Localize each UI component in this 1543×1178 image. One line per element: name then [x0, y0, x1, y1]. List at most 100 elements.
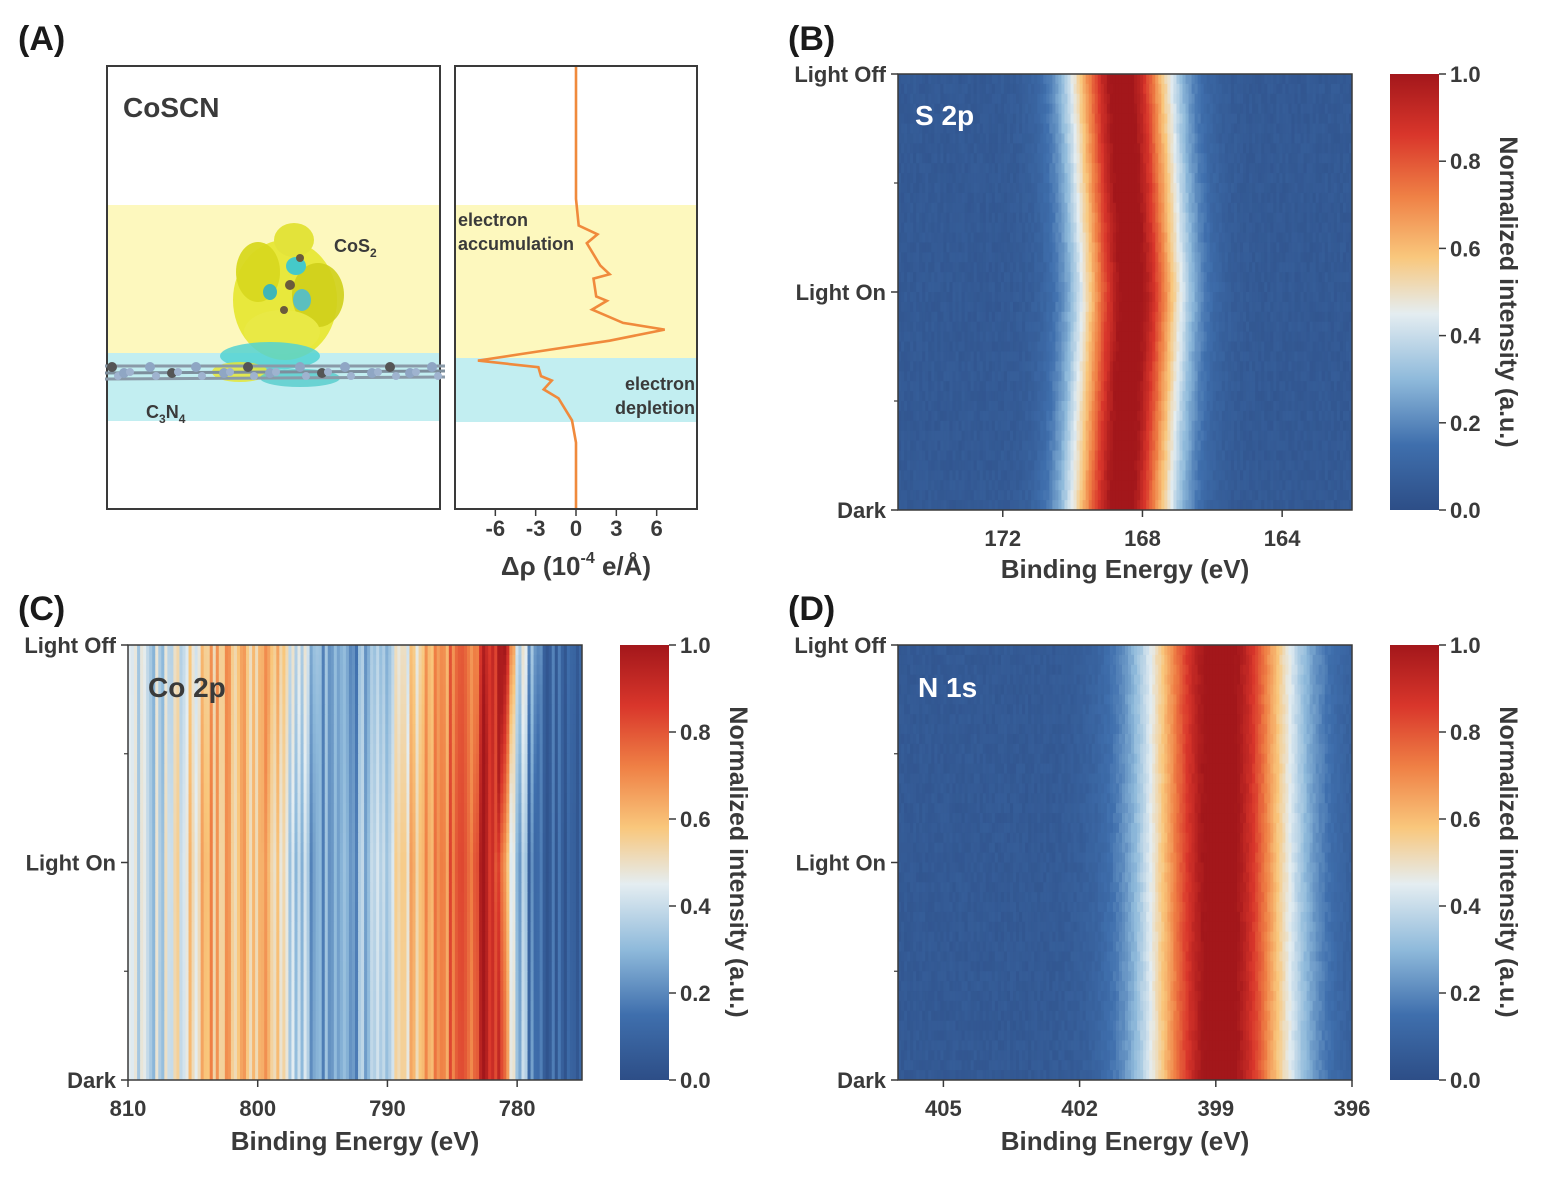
heatmap-cell	[1064, 212, 1069, 224]
heatmap-cell	[1342, 252, 1347, 263]
heatmap-cell	[1064, 351, 1069, 362]
heatmap-cell	[1173, 242, 1178, 253]
heatmap-cell	[958, 93, 963, 105]
heatmap-cell	[1013, 391, 1017, 402]
heatmap-cell	[1091, 222, 1096, 234]
heatmap-cell	[1064, 252, 1069, 263]
heatmap-cell	[898, 262, 902, 273]
heatmap-cell	[1013, 173, 1017, 184]
heatmap-cell	[997, 381, 1002, 392]
c3n4-label: C3N4	[146, 402, 186, 426]
heatmap-cell	[1291, 381, 1296, 392]
heatmap-cell	[949, 173, 954, 184]
heatmap-cell	[1233, 202, 1238, 214]
heatmap-cell	[952, 143, 957, 154]
heatmap-cell	[919, 83, 923, 95]
heatmap-cell	[1315, 83, 1320, 95]
heatmap-cell	[967, 74, 972, 85]
heatmap-cell	[1149, 242, 1153, 253]
heatmap-cell	[991, 93, 996, 105]
heatmap-cell	[1194, 123, 1199, 135]
heatmap-cell	[1191, 83, 1196, 95]
heatmap-cell	[1149, 262, 1153, 273]
heatmap-cell	[1197, 361, 1202, 372]
heatmap-cell	[1306, 371, 1311, 382]
heatmap-cell	[1158, 93, 1162, 105]
heatmap-cell	[1158, 192, 1162, 204]
heatmap-cell	[1161, 183, 1165, 194]
heatmap-cell	[1279, 83, 1283, 95]
heatmap-cell	[1109, 272, 1114, 283]
heatmap-cell	[1230, 272, 1235, 283]
heatmap-cell	[970, 83, 975, 95]
heatmap-cell	[1167, 163, 1171, 174]
heatmap-cell	[1106, 212, 1111, 224]
heatmap-cell	[1297, 103, 1302, 115]
heatmap-cell	[970, 153, 975, 164]
heatmap-cell	[1282, 113, 1287, 125]
heatmap-cell	[901, 123, 905, 135]
heatmap-cell	[988, 153, 993, 164]
heatmap-cell	[1327, 381, 1332, 392]
heatmap-cell	[985, 282, 990, 293]
heatmap-cell	[1179, 74, 1184, 85]
heatmap-cell	[1327, 361, 1332, 372]
heatmap-cell	[1115, 93, 1120, 105]
heatmap-cell	[937, 123, 941, 135]
heatmap-cell	[1131, 371, 1135, 382]
heatmap-cell	[1258, 212, 1262, 224]
heatmap-cell	[1279, 381, 1283, 392]
heatmap-cell	[1188, 242, 1193, 253]
heatmap-cell	[931, 192, 935, 204]
heatmap-cell	[988, 381, 993, 392]
heatmap-cell	[988, 262, 993, 273]
heatmap-cell	[1227, 301, 1232, 313]
heatmap-cell	[919, 262, 923, 273]
heatmap-cell	[1040, 272, 1044, 283]
heatmap-cell	[1206, 133, 1211, 144]
heatmap-cell	[916, 252, 920, 263]
heatmap-cell	[1188, 321, 1193, 333]
heatmap-cell	[1342, 183, 1347, 194]
heatmap-cell	[985, 272, 990, 283]
heatmap-cell	[1040, 252, 1044, 263]
heatmap-cell	[1025, 74, 1029, 85]
heatmap-cell	[1194, 282, 1199, 293]
heatmap-cell	[1321, 93, 1326, 105]
heatmap-cell	[955, 351, 960, 362]
heatmap-cell	[1233, 83, 1238, 95]
heatmap-cell	[1140, 133, 1144, 144]
heatmap-cell	[1028, 232, 1032, 244]
heatmap-cell	[1249, 351, 1253, 362]
heatmap-cell	[1082, 202, 1087, 214]
heatmap-cell	[1115, 301, 1120, 313]
heatmap-cell	[1267, 183, 1271, 194]
heatmap-cell	[964, 371, 969, 382]
heatmap-cell	[928, 163, 932, 174]
heatmap-cell	[1143, 183, 1147, 194]
heatmap-cell	[1143, 391, 1147, 402]
heatmap-cell	[931, 113, 935, 125]
heatmap-cell	[1264, 192, 1268, 204]
heatmap-cell	[1125, 183, 1129, 194]
heatmap-cell	[1170, 282, 1175, 293]
heatmap-cell	[1258, 163, 1262, 174]
heatmap-cell	[1315, 202, 1320, 214]
heatmap-cell	[931, 381, 935, 392]
heatmap-cell	[1276, 381, 1280, 392]
heatmap-cell	[973, 292, 978, 303]
heatmap-cell	[1049, 232, 1053, 244]
heatmap-cell	[1079, 173, 1084, 184]
heatmap-cell	[943, 212, 948, 224]
heatmap-cell	[1297, 202, 1302, 214]
heatmap-cell	[952, 371, 957, 382]
heatmap-cell	[1224, 341, 1229, 353]
heatmap-cell	[1003, 212, 1008, 224]
heatmap-cell	[1285, 292, 1290, 303]
heatmap-cell	[961, 232, 966, 244]
heatmap-cell	[1200, 252, 1205, 263]
heatmap-cell	[1270, 163, 1274, 174]
heatmap-cell	[1049, 173, 1053, 184]
heatmap-cell	[1321, 292, 1326, 303]
heatmap-cell	[1097, 163, 1102, 174]
